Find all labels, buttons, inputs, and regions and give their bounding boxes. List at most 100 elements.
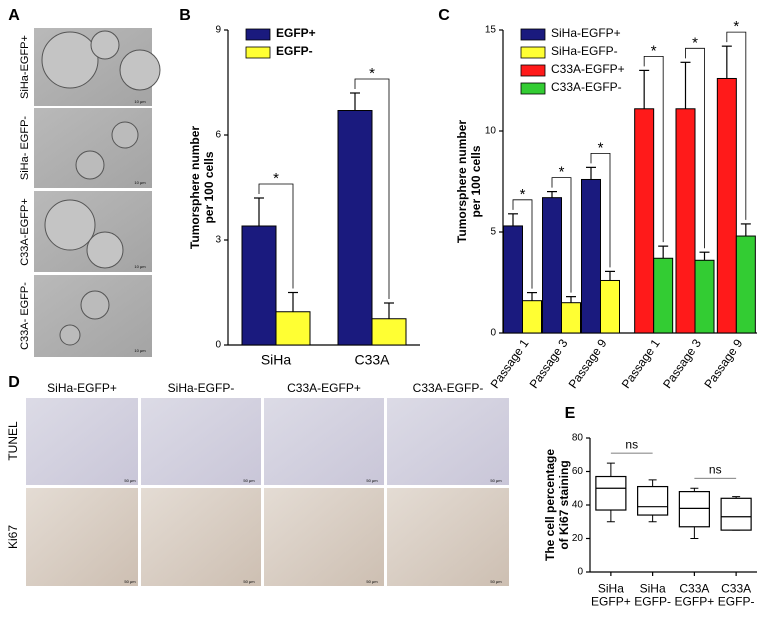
column-label: SiHa-EGFP-	[168, 381, 235, 395]
x-tick-label: Passage 1	[619, 336, 663, 391]
error-bar	[350, 92, 360, 111]
error-bar	[527, 292, 537, 301]
row-label: SiHa-EGFP+	[19, 35, 31, 99]
x-tick-label: SiHa EGFP-	[634, 582, 671, 609]
scale-label: 10 μm	[134, 264, 146, 269]
legend-label: EGFP-	[276, 44, 313, 58]
x-tick-label: SiHa EGFP+	[591, 582, 631, 609]
x-tick-label: C33A EGFP-	[718, 582, 755, 609]
bar	[241, 225, 277, 346]
significance-label: *	[598, 139, 604, 156]
y-tick-label: 80	[572, 433, 584, 444]
x-tick-label: Passage 9	[701, 336, 745, 391]
error-bar	[384, 302, 394, 319]
error-bar	[586, 166, 596, 180]
y-tick-label: 40	[572, 500, 584, 511]
error-bar	[566, 296, 576, 303]
y-tick-label: 9	[215, 25, 221, 36]
scale-label: 50 μm	[243, 579, 255, 584]
significance-label: *	[520, 186, 526, 203]
bar	[675, 108, 696, 334]
significance-label: *	[651, 42, 657, 59]
micrographs-d	[26, 398, 509, 586]
comparison-label: ns	[625, 437, 638, 451]
box	[678, 491, 710, 528]
panel-letter: E	[565, 405, 576, 422]
scale-label: 50 μm	[490, 579, 502, 584]
bar	[634, 108, 655, 334]
bar	[561, 302, 581, 334]
bar	[735, 235, 756, 334]
bar	[503, 225, 523, 334]
panel-letter: A	[8, 7, 20, 24]
y-tick-label: 20	[572, 533, 584, 544]
panel-letter: D	[8, 374, 20, 391]
scale-label: 50 μm	[490, 478, 502, 483]
y-tick-label: 15	[485, 25, 497, 36]
legend-label: SiHa-EGFP+	[551, 26, 621, 40]
significance-bracket	[551, 177, 572, 293]
bar	[337, 110, 373, 346]
error-bar	[605, 270, 615, 281]
bar	[275, 311, 311, 346]
significance-bracket	[354, 78, 390, 299]
row-label: SiHa- EGFP-	[19, 116, 31, 181]
error-bar	[547, 191, 557, 198]
bar	[581, 178, 601, 334]
panel-letter: B	[179, 7, 191, 24]
significance-bracket	[685, 47, 705, 249]
scale-label: 10 μm	[134, 180, 146, 185]
significance-bracket	[258, 183, 294, 289]
bar	[542, 197, 562, 334]
x-tick-label: SiHa	[261, 352, 292, 368]
x-tick-label: C33A	[354, 352, 390, 368]
bar	[600, 279, 620, 334]
legend-swatch	[245, 28, 271, 41]
scale-label: 50 μm	[124, 478, 136, 483]
bar	[716, 77, 737, 334]
error-bar	[740, 223, 751, 237]
box	[595, 475, 627, 511]
bar	[653, 257, 674, 334]
y-axis-label: Tumorsphere numberper 100 cells	[455, 120, 483, 243]
x-tick-label: Passage 9	[566, 336, 610, 391]
y-tick-label: 60	[572, 466, 584, 477]
x-tick-label: C33A EGFP+	[675, 582, 715, 609]
scale-label: 10 μm	[134, 99, 146, 104]
bar	[371, 318, 407, 346]
box	[637, 485, 669, 516]
y-tick-label: 0	[490, 328, 496, 339]
significance-bracket	[726, 31, 747, 220]
error-bar	[254, 197, 264, 226]
micrographs-a	[34, 28, 161, 357]
bar	[522, 300, 542, 334]
significance-bracket	[512, 199, 533, 289]
error-bar	[721, 45, 732, 79]
row-label: TUNEL	[6, 421, 20, 461]
panel-letter: C	[438, 7, 450, 24]
scale-label: 50 μm	[366, 478, 378, 483]
column-label: C33A-EGFP+	[287, 381, 361, 395]
legend-swatch	[520, 46, 546, 59]
legend-label: C33A-EGFP+	[551, 62, 625, 76]
row-label: C33A- EGFP-	[19, 282, 31, 350]
error-bar	[288, 291, 298, 312]
y-tick-label: 0	[577, 567, 583, 578]
x-tick-label: Passage 1	[488, 336, 532, 391]
significance-label: *	[273, 170, 279, 187]
legend-swatch	[245, 46, 271, 59]
legend-label: EGFP+	[276, 26, 316, 40]
legend-swatch	[520, 82, 546, 95]
row-label: C33A-EGFP+	[19, 198, 31, 266]
error-bar	[658, 245, 669, 259]
y-tick-label: 6	[215, 130, 221, 141]
legend-swatch	[520, 64, 546, 77]
error-bar	[699, 251, 710, 261]
scale-label: 10 μm	[134, 348, 146, 353]
error-bar	[508, 213, 518, 226]
significance-bracket	[643, 56, 664, 243]
legend-label: C33A-EGFP-	[551, 80, 622, 94]
legend-label: SiHa-EGFP-	[551, 44, 618, 58]
comparison-label: ns	[709, 462, 722, 476]
significance-label: *	[692, 34, 698, 51]
